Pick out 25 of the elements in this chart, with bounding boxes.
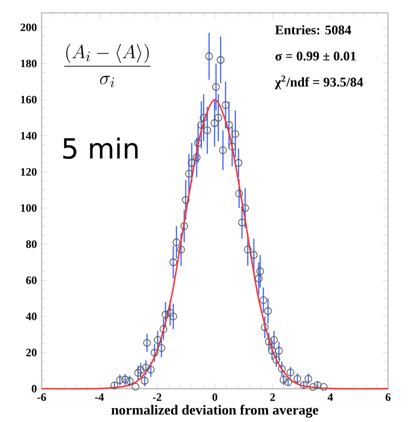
y-tick-label: 140 bbox=[21, 132, 37, 140]
x-tick-label: -2 bbox=[153, 393, 162, 401]
x-tick-label: 2 bbox=[270, 393, 276, 401]
y-tick-label: 180 bbox=[21, 60, 37, 68]
y-tick-label: 20 bbox=[26, 348, 37, 356]
line-series bbox=[41, 98, 390, 390]
x-tick-label: 6 bbox=[386, 393, 391, 401]
annotation: $\frac{(A_i - \langle A \rangle)}{\sigma_i}$ bbox=[64, 44, 151, 88]
x-tick-label: -4 bbox=[95, 393, 104, 401]
y-tick-label: 80 bbox=[26, 240, 37, 248]
y-tick-label: 0 bbox=[32, 384, 37, 392]
annotation: σ = 0.99 ± 0.01 bbox=[276, 52, 356, 61]
annotation: χ$^{2}$/ndf = 93.5/84 bbox=[275, 76, 364, 90]
y-tick-label: 100 bbox=[21, 204, 37, 212]
annotation: Entries: 5084 bbox=[275, 25, 352, 34]
annotation: 5 min bbox=[63, 137, 138, 159]
y-tick-label: 40 bbox=[26, 312, 37, 320]
x-axis-title: normalized deviation from average bbox=[112, 404, 319, 418]
y-tick-label: 160 bbox=[21, 96, 37, 104]
x-tick-label: 4 bbox=[328, 393, 334, 401]
x-tick-label: 0 bbox=[212, 393, 218, 401]
y-tick-label: 200 bbox=[20, 24, 37, 32]
y-tick-label: 60 bbox=[26, 276, 37, 284]
y-tick-label: 120 bbox=[21, 168, 37, 176]
x-tick-label: -6 bbox=[38, 393, 46, 401]
